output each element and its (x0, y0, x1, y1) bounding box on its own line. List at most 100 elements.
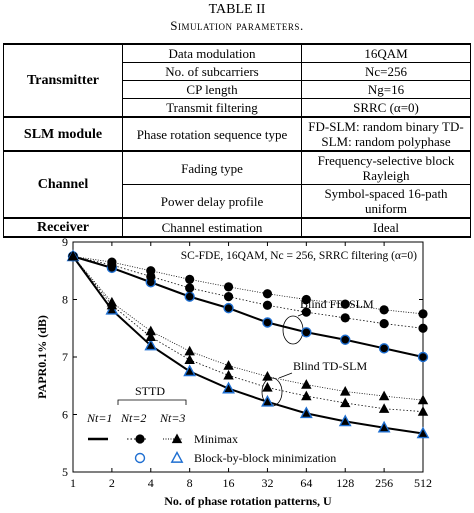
legend-minimax-label: Minimax (194, 432, 238, 446)
group-channel: Channel (3, 150, 123, 219)
table-row: Channel Fading type Frequency-selective … (3, 150, 471, 219)
block-marker (222, 381, 235, 394)
x-tick-label: 2 (109, 476, 115, 490)
minimax-marker (340, 335, 350, 345)
y-tick-label: 6 (62, 408, 68, 422)
param-value: Ideal (301, 217, 471, 238)
minimax-marker (301, 327, 311, 337)
x-tick-label: 128 (336, 476, 354, 490)
x-tick-label: 32 (261, 476, 273, 490)
legend-nt1: Nt=1 (86, 411, 112, 425)
group-transmitter: Transmitter (3, 43, 123, 118)
x-tick-label: 4 (148, 476, 154, 490)
minimax-marker (145, 325, 157, 336)
block-marker (261, 394, 274, 407)
minimax-marker (379, 305, 389, 315)
param-value: Frequency-selective block Rayleigh (301, 150, 471, 185)
x-tick-label: 64 (300, 476, 312, 490)
block-marker (417, 351, 429, 363)
minimax-marker (301, 390, 312, 401)
annotation-blind-td-slm: Blind TD-SLM (293, 359, 367, 373)
y-tick-label: 5 (62, 465, 68, 479)
chart-markers (66, 249, 430, 464)
block-marker (378, 343, 390, 354)
series-line (72, 255, 424, 315)
minimax-marker (262, 289, 273, 299)
block-marker (299, 406, 313, 419)
block-marker (340, 334, 351, 345)
minimax-marker (301, 294, 311, 305)
papr-chart: 1 2 4 8 16 32 64 128 256 512 5 6 7 8 9 No. of phase rot… (35, 235, 432, 508)
table-caption-number: TABLE II (208, 2, 266, 17)
series-line (72, 255, 424, 329)
series-line (72, 255, 424, 358)
minimax-marker (262, 381, 273, 392)
minimax-marker (184, 345, 195, 356)
minimax-marker (106, 296, 118, 307)
minimax-marker (417, 406, 429, 416)
param-name: CP length (122, 80, 302, 99)
block-marker (183, 364, 197, 377)
x-tick-label: 512 (414, 476, 432, 490)
block-marker (144, 338, 158, 351)
param-value: FD-SLM: random binary TD-SLM: random pol… (301, 116, 471, 152)
minimax-marker (301, 407, 312, 418)
minimax-marker (418, 352, 428, 362)
minimax-marker (379, 343, 389, 353)
minimax-marker (340, 299, 350, 309)
legend-block-circle (134, 452, 146, 464)
chart-axes (72, 241, 424, 473)
simulation-parameters-table: Transmitter Data modulation 16QAM No. of… (3, 43, 471, 238)
minimax-marker (262, 317, 273, 328)
minimax-marker (379, 319, 389, 329)
minimax-marker (262, 300, 273, 310)
series-line (72, 256, 424, 413)
param-value: 16QAM (301, 43, 471, 63)
minimax-marker (340, 313, 350, 323)
param-name: Fading type (122, 150, 302, 185)
minimax-marker (262, 371, 273, 381)
minimax-marker (185, 292, 195, 302)
minimax-marker (145, 340, 157, 350)
block-marker (223, 302, 234, 314)
minimax-marker (417, 394, 429, 405)
x-tick-label: 256 (375, 476, 393, 490)
minimax-marker (223, 292, 234, 302)
table-row: Receiver Channel estimation Ideal (3, 217, 471, 238)
minimax-marker (67, 250, 79, 261)
x-tick-label: 8 (187, 476, 193, 490)
series-line (72, 255, 424, 435)
minimax-marker (378, 403, 390, 413)
table-caption-title: Simulation parameters. (170, 18, 304, 33)
legend-nt3: Nt=3 (159, 411, 185, 425)
plot-frame (72, 241, 424, 473)
minimax-marker (184, 365, 195, 376)
chart-text: 1 2 4 8 16 32 64 128 256 512 5 6 7 8 9 No. of phase rot… (35, 235, 432, 508)
minimax-marker (223, 369, 234, 380)
param-value: SRRC (α=0) (301, 98, 471, 118)
param-name: Power delay profile (122, 184, 302, 219)
annotation-leader (278, 372, 293, 379)
minimax-marker (146, 266, 156, 276)
minimax-marker (184, 354, 195, 364)
param-value: Nc=256 (301, 62, 471, 81)
block-marker (338, 414, 352, 427)
minimax-marker (185, 274, 195, 284)
minimax-marker (223, 360, 234, 370)
x-tick-label: 1 (70, 476, 76, 490)
table-row: Transmitter Data modulation 16QAM (3, 43, 471, 118)
param-value: Symbol-spaced 16-path uniform (301, 184, 471, 219)
x-tick-label: 16 (223, 476, 235, 490)
minimax-marker (223, 303, 234, 313)
x-axis-label: No. of phase rotation patterns, U (164, 494, 332, 508)
minimax-marker (339, 415, 351, 426)
block-marker (416, 426, 430, 439)
y-axis-label: PAPR0.1% (dB) (35, 315, 49, 399)
minimax-marker (339, 397, 351, 408)
minimax-marker (301, 307, 311, 317)
legend-sttd: STTD (135, 384, 165, 398)
minimax-marker (223, 383, 234, 393)
block-marker (377, 420, 391, 433)
y-tick-label: 9 (62, 235, 68, 249)
legend-bracket (117, 399, 187, 405)
